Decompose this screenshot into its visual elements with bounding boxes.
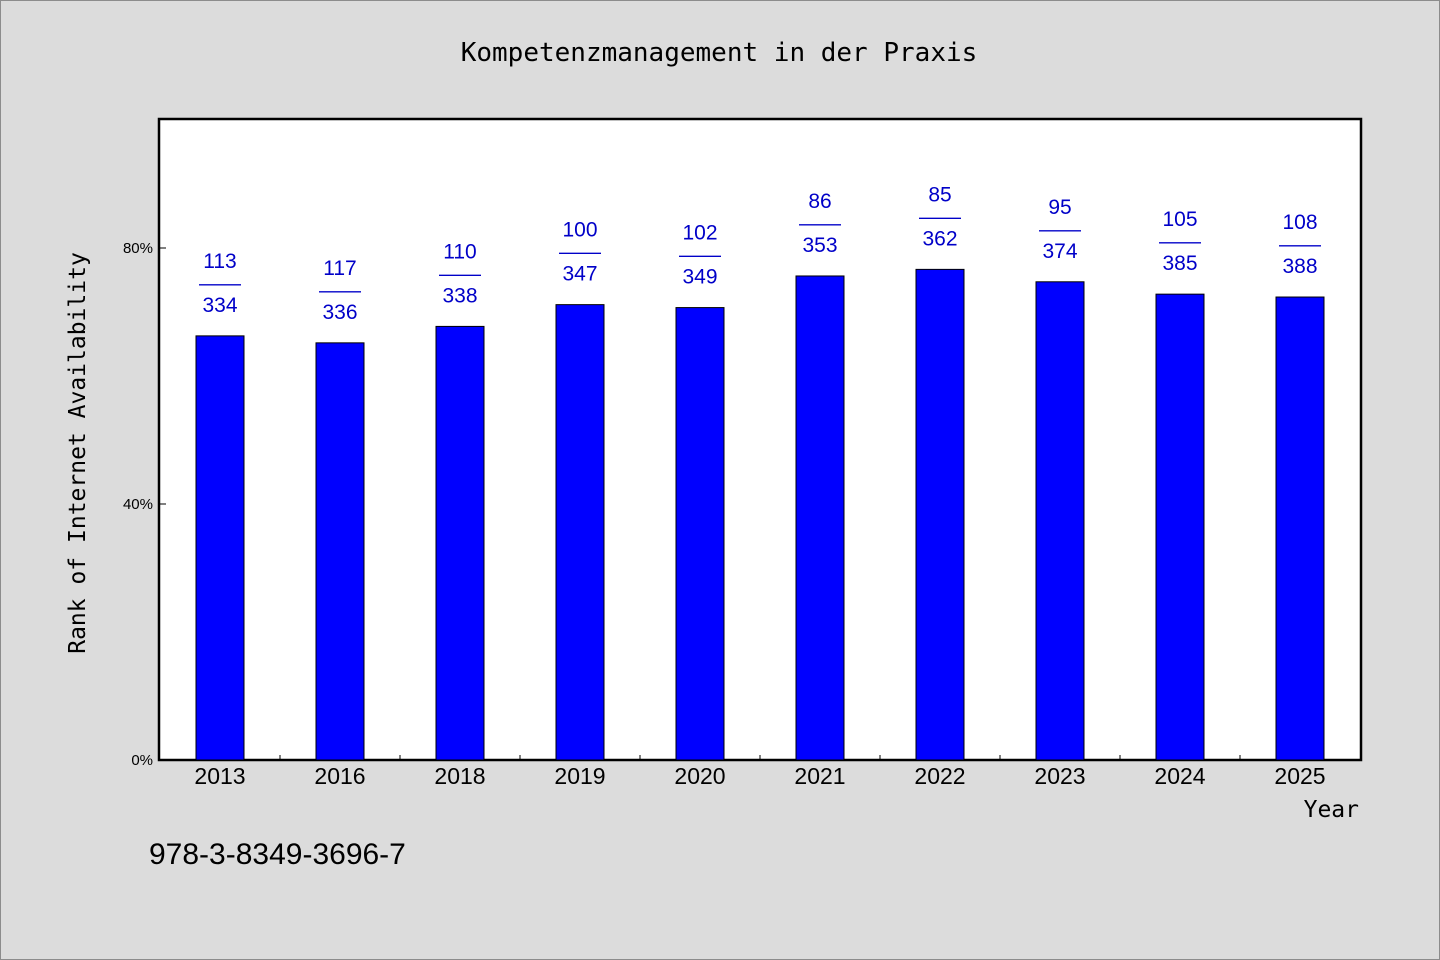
y-tick-label-2: 80% — [123, 240, 153, 257]
data-label-separator-2013: —— — [199, 272, 241, 295]
isbn-text: 978-3-8349-3696-7 — [149, 838, 406, 871]
data-label-rank-2024: 105 — [1162, 208, 1197, 231]
x-tick-label-2020: 2020 — [674, 763, 725, 789]
data-label-separator-2024: —— — [1159, 230, 1201, 253]
data-label-rank-2023: 95 — [1048, 196, 1071, 219]
data-label-total-2023: 374 — [1042, 240, 1077, 263]
bar-2016 — [315, 342, 365, 761]
y-axis: 0% 40% 80% — [123, 240, 166, 769]
chart-title: Kompetenzmanagement in der Praxis — [461, 38, 978, 68]
bar-2013 — [195, 335, 245, 761]
x-tick-label-2025: 2025 — [1274, 763, 1325, 789]
data-label-rank-2021: 86 — [808, 190, 831, 213]
data-label-total-2024: 385 — [1162, 252, 1197, 275]
data-labels-layer: 113——334117——336110——338100——347102——349… — [199, 183, 1321, 323]
data-label-rank-2019: 100 — [562, 219, 597, 242]
data-label-total-2019: 347 — [562, 263, 597, 286]
data-label-separator-2023: —— — [1039, 218, 1081, 241]
data-label-total-2021: 353 — [802, 234, 837, 257]
data-label-separator-2022: —— — [919, 205, 961, 228]
x-tick-label-2023: 2023 — [1034, 763, 1085, 789]
x-tick-label-2016: 2016 — [314, 763, 365, 789]
y-axis-label: Rank of Internet Availability — [65, 252, 91, 654]
bar-2020 — [675, 307, 725, 761]
bar-2019 — [555, 304, 605, 761]
x-tick-label-2021: 2021 — [794, 763, 845, 789]
bar-2023 — [1035, 281, 1085, 761]
x-tick-label-2024: 2024 — [1154, 763, 1205, 789]
bar-2022 — [915, 268, 965, 761]
data-label-total-2022: 362 — [922, 227, 957, 250]
bars-layer — [195, 268, 1325, 761]
data-label-rank-2013: 113 — [203, 250, 236, 273]
bar-2018 — [435, 325, 485, 761]
bar-2024 — [1155, 293, 1205, 761]
data-label-rank-2020: 102 — [682, 222, 717, 245]
data-label-separator-2018: —— — [439, 262, 481, 285]
data-label-separator-2020: —— — [679, 244, 721, 267]
data-label-rank-2022: 85 — [928, 183, 951, 206]
data-label-rank-2018: 110 — [443, 240, 476, 263]
x-tick-label-2018: 2018 — [434, 763, 485, 789]
data-label-rank-2025: 108 — [1282, 211, 1317, 234]
x-axis: 2013 2016 2018 2019 2020 2021 2022 2023 2024 2025 — [194, 755, 1326, 789]
x-tick-label-2019: 2019 — [554, 763, 605, 789]
data-label-separator-2019: —— — [559, 241, 601, 264]
data-label-total-2018: 338 — [442, 284, 477, 307]
data-label-separator-2025: —— — [1279, 233, 1321, 256]
data-label-total-2025: 388 — [1282, 255, 1317, 278]
bar-2025 — [1275, 296, 1325, 761]
x-axis-label: Year — [1304, 797, 1359, 823]
data-label-rank-2016: 117 — [323, 257, 356, 280]
bar-2021 — [795, 275, 845, 761]
data-label-separator-2021: —— — [799, 212, 841, 235]
data-label-total-2013: 334 — [202, 294, 237, 317]
data-label-total-2020: 349 — [682, 266, 717, 289]
y-tick-label-0: 0% — [131, 752, 153, 769]
y-tick-label-1: 40% — [123, 496, 153, 513]
data-label-separator-2016: —— — [319, 279, 361, 302]
x-tick-label-2022: 2022 — [914, 763, 965, 789]
data-label-total-2016: 336 — [322, 301, 357, 324]
x-tick-label-2013: 2013 — [194, 763, 245, 789]
